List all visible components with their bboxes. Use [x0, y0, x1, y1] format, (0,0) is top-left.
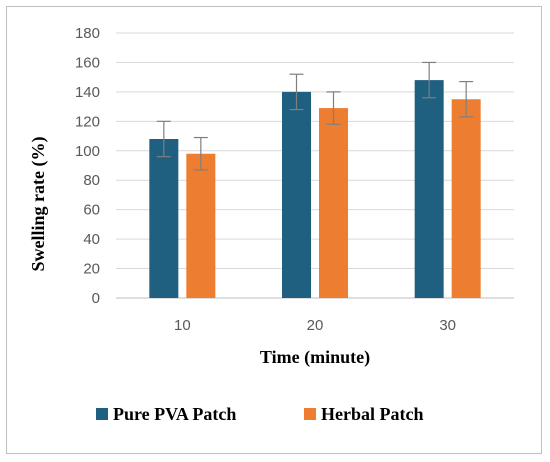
y-tick-label: 120 [75, 113, 100, 130]
y-axis-title: Swelling rate (%) [28, 137, 49, 272]
legend-label: Herbal Patch [321, 404, 423, 424]
x-tick-label: 30 [439, 317, 456, 334]
bar-pure-pva-patch [414, 80, 444, 298]
legend-swatch [96, 408, 108, 420]
y-tick-label: 40 [83, 231, 100, 248]
bar-pure-pva-patch [282, 91, 311, 298]
y-tick-label: 80 [83, 172, 100, 189]
gridlines [116, 32, 514, 299]
y-tick-label: 20 [83, 261, 100, 278]
x-tick-label: 10 [174, 317, 191, 334]
bar-herbal-patch [186, 153, 216, 298]
x-tick-labels: 10 20 30 [174, 317, 456, 334]
legend-label: Pure PVA Patch [113, 404, 236, 424]
bar-pure-pva-patch [149, 139, 179, 298]
y-tick-label: 180 [75, 25, 100, 42]
bar-herbal-patch [319, 108, 348, 298]
legend-swatch [304, 408, 316, 420]
y-tick-label: 60 [83, 202, 100, 219]
y-tick-label: 160 [75, 54, 100, 71]
y-tick-label: 140 [75, 84, 100, 101]
x-axis-title: Time (minute) [260, 347, 370, 368]
bars [149, 80, 481, 298]
y-tick-label: 100 [75, 143, 100, 160]
y-tick-labels: 0 20 40 60 80 100 120 140 160 180 [75, 25, 100, 307]
bar-herbal-patch [451, 99, 481, 298]
legend: Pure PVA Patch Herbal Patch [96, 404, 423, 424]
error-bars [156, 61, 474, 171]
x-tick-label: 20 [307, 317, 324, 334]
y-tick-label: 0 [92, 290, 100, 307]
